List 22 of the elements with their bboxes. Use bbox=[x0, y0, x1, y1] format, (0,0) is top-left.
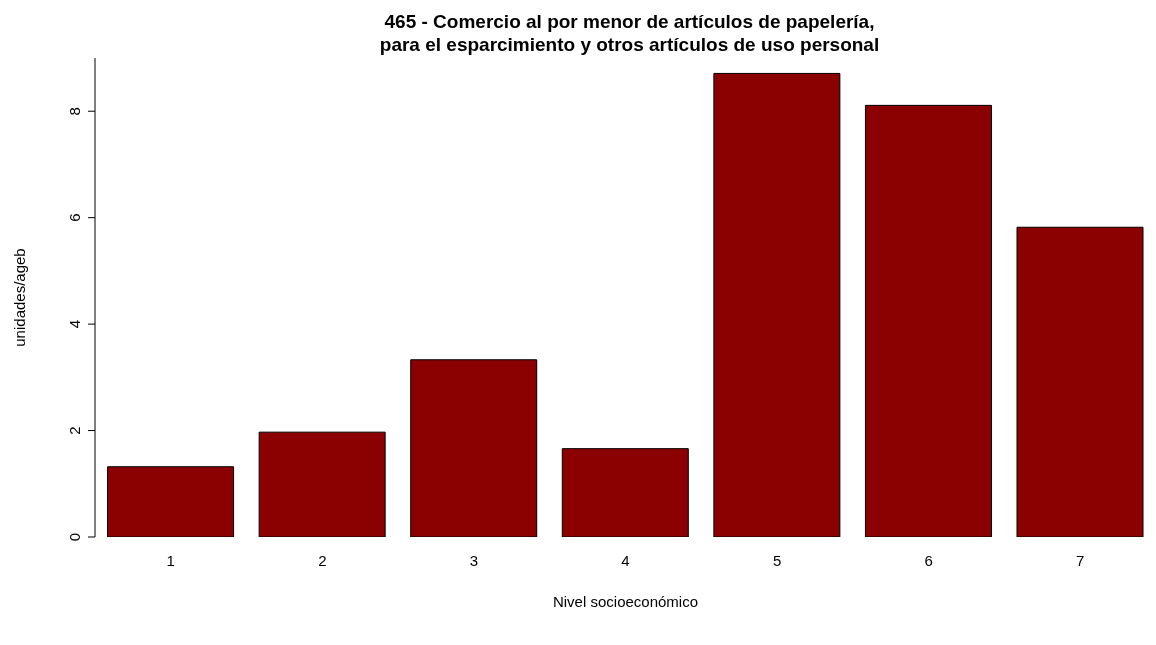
x-tick-label: 2 bbox=[318, 551, 327, 569]
bar bbox=[561, 448, 689, 537]
y-tick-label: 8 bbox=[66, 107, 83, 116]
bar bbox=[713, 72, 841, 537]
bar bbox=[864, 104, 992, 537]
x-tick-label: 3 bbox=[469, 551, 479, 569]
x-tick-label: 5 bbox=[772, 551, 782, 569]
y-tick-label: 2 bbox=[66, 426, 83, 435]
bar bbox=[1016, 226, 1144, 537]
bar bbox=[107, 466, 235, 537]
bar bbox=[258, 431, 386, 537]
chart-title: 465 - Comercio al por menor de artículos de papelería, para el esparcimiento y otros artículos de uso personal bbox=[378, 10, 881, 56]
x-axis-title: Nivel socioeconómico bbox=[552, 593, 699, 610]
y-axis-title: unidades/ageb bbox=[11, 248, 29, 347]
y-tick-label: 4 bbox=[66, 319, 83, 329]
y-tick-label: 6 bbox=[66, 213, 83, 222]
x-tick-label: 6 bbox=[924, 551, 933, 569]
x-tick-label: 1 bbox=[166, 551, 175, 569]
x-tick-label: 7 bbox=[1076, 551, 1085, 569]
y-tick-label: 0 bbox=[66, 532, 83, 542]
bar bbox=[410, 359, 538, 537]
x-tick-label: 4 bbox=[621, 551, 630, 569]
